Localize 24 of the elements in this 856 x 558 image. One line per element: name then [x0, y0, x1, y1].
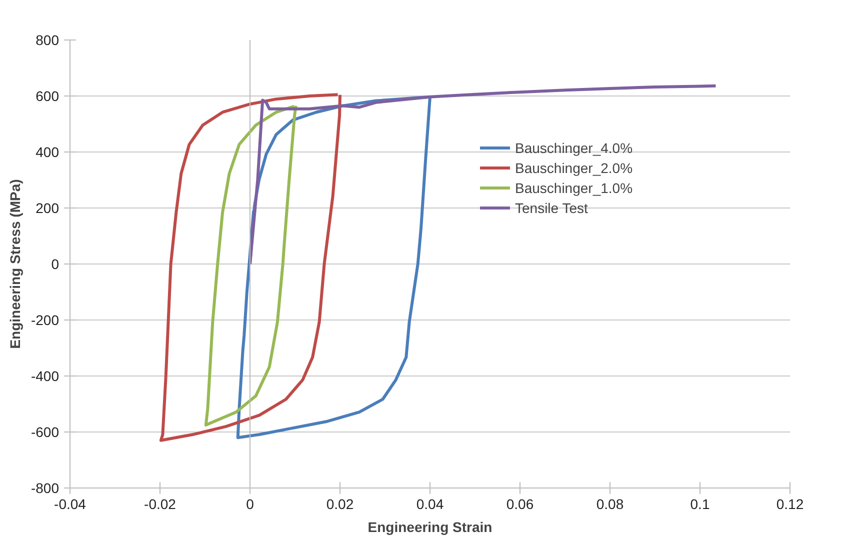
x-tick-label: 0.12: [776, 496, 804, 512]
legend-label: Tensile Test: [515, 200, 588, 216]
y-tick-label: -600: [30, 424, 60, 440]
x-tick-label: 0.04: [416, 496, 444, 512]
x-tick-label: 0: [246, 496, 254, 512]
x-tick-label: -0.04: [54, 496, 86, 512]
y-tick-label: 600: [36, 88, 60, 104]
x-tick-label: 0.08: [596, 496, 624, 512]
legend-label: Bauschinger_4.0%: [515, 140, 633, 156]
x-tick-label: 0.02: [326, 496, 354, 512]
y-tick-label: -200: [30, 312, 60, 328]
y-tick-label: -400: [30, 368, 60, 384]
x-tick-label: 0.06: [506, 496, 534, 512]
y-tick-label: 200: [36, 200, 60, 216]
y-tick-label: 0: [51, 256, 60, 272]
y-tick-label: 400: [36, 144, 60, 160]
y-tick-label: -800: [30, 480, 60, 496]
y-tick-label: 800: [36, 32, 60, 48]
x-axis-title: Engineering Strain: [368, 519, 492, 535]
legend-label: Bauschinger_2.0%: [515, 160, 633, 176]
x-tick-label: 0.1: [690, 496, 710, 512]
x-tick-label: -0.02: [144, 496, 176, 512]
y-axis-title: Engineering Stress (MPa): [7, 179, 23, 349]
legend-label: Bauschinger_1.0%: [515, 180, 633, 196]
